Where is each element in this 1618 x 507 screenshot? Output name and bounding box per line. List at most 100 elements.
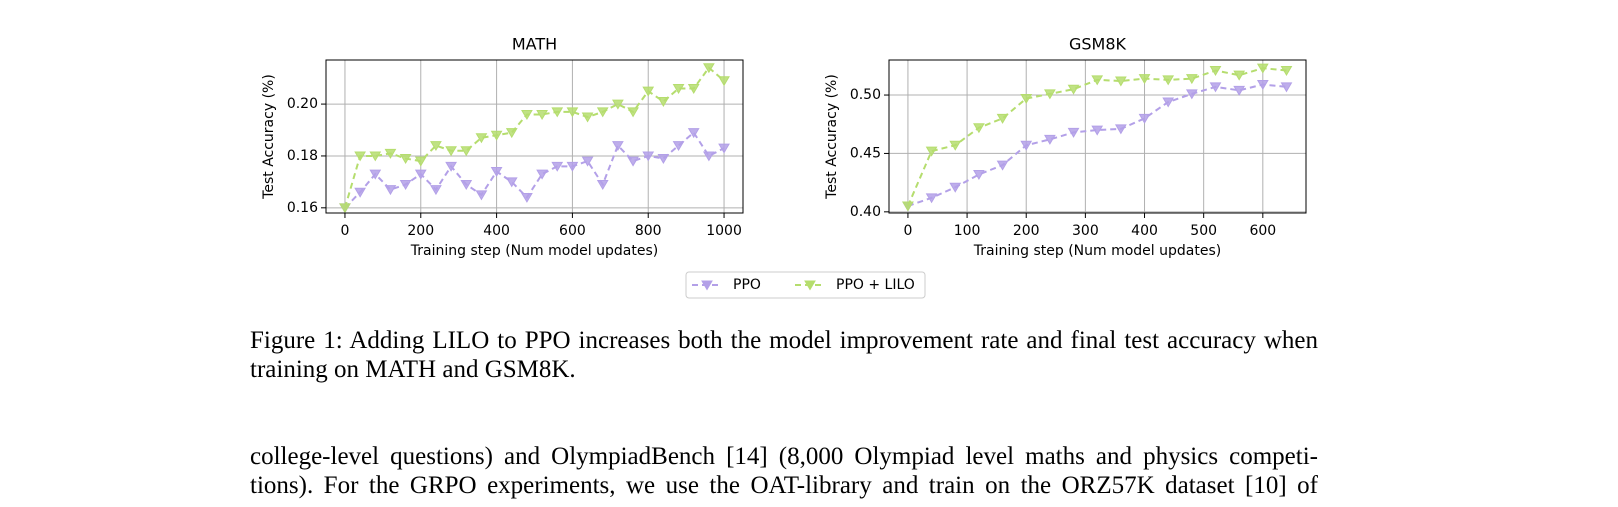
y-axis-label: Test Accuracy (%) [261,74,277,200]
marker [1209,82,1222,93]
marker [551,161,564,172]
marker [1256,63,1269,74]
marker [430,141,442,152]
marker [1067,127,1080,138]
marker [414,169,427,180]
marker [475,133,488,144]
marker [996,160,1009,171]
x-tick-label: 200 [1013,223,1040,239]
marker [384,148,397,159]
y-tick-label: 0.20 [287,96,318,112]
x-tick-label: 400 [1131,223,1158,239]
marker [949,140,962,151]
marker [505,177,518,188]
x-tick-label: 400 [483,223,510,239]
marker [581,156,594,167]
marker [399,179,412,190]
series-line [344,131,725,209]
marker [657,96,670,107]
marker [642,86,655,97]
body-line: college-level questions) and OlympiadBen… [250,443,1318,470]
legend-marker [804,280,816,291]
marker [703,151,715,162]
chart-title: GSM8K [1069,35,1127,54]
chart-title: MATH [512,35,557,54]
marker [1091,75,1104,86]
y-axis-label: Test Accuracy (%) [824,74,840,200]
marker [1044,134,1056,145]
marker [1091,125,1104,136]
caption: Figure 1: Adding LILO to PPO increases b… [250,327,1318,383]
marker [925,193,938,204]
marker [339,203,351,214]
marker [687,84,700,95]
marker [354,187,366,198]
marker [399,154,412,165]
marker [445,161,457,172]
body-line: tions). For the GRPO experiments, we use… [250,472,1318,499]
x-tick-label: 500 [1190,223,1217,239]
marker [566,161,579,172]
marker [369,151,382,162]
marker [1185,74,1198,85]
marker [1280,82,1293,93]
marker [627,107,639,118]
x-tick-label: 600 [1249,223,1276,239]
y-tick-label: 0.16 [287,200,318,216]
marker [1138,74,1151,85]
marker [445,146,457,157]
marker [1114,76,1127,87]
marker [369,169,382,180]
marker [1020,94,1033,105]
y-tick-label: 0.45 [850,145,881,161]
legend-marker [701,280,713,291]
marker [490,130,503,141]
marker [521,192,533,203]
marker [612,99,624,110]
marker [460,179,473,190]
marker [521,109,533,120]
x-tick-label: 300 [1072,223,1099,239]
y-tick-label: 0.40 [850,204,881,220]
marker [354,151,366,162]
x-axis-label: Training step (Num model updates) [410,243,658,259]
marker [1138,113,1151,124]
series-line [907,83,1287,207]
legend-label: PPO [733,277,761,293]
x-tick-label: 0 [903,223,912,239]
marker [430,185,442,196]
marker [566,107,579,118]
marker [1233,70,1246,81]
marker [973,169,985,180]
marker [627,156,639,167]
marker [460,146,473,157]
marker [703,63,715,74]
marker [1256,80,1269,91]
x-tick-label: 1000 [706,223,742,239]
series-line [907,67,1287,207]
x-tick-label: 200 [407,223,434,239]
marker [1114,124,1127,135]
marker [902,201,914,212]
marker [551,107,564,118]
marker [505,128,518,139]
marker [949,182,962,193]
plot-frame [888,59,1307,214]
x-tick-label: 100 [954,223,981,239]
y-tick-label: 0.50 [850,87,881,103]
marker [1020,140,1033,151]
marker [642,151,655,162]
marker [973,123,985,134]
marker [925,146,938,157]
marker [1067,84,1080,95]
marker [672,84,685,95]
marker [581,112,594,123]
plot-frame [325,59,744,214]
marker [612,141,624,152]
x-tick-label: 600 [559,223,586,239]
marker [1233,85,1246,96]
marker [1044,89,1056,100]
marker [596,179,609,190]
